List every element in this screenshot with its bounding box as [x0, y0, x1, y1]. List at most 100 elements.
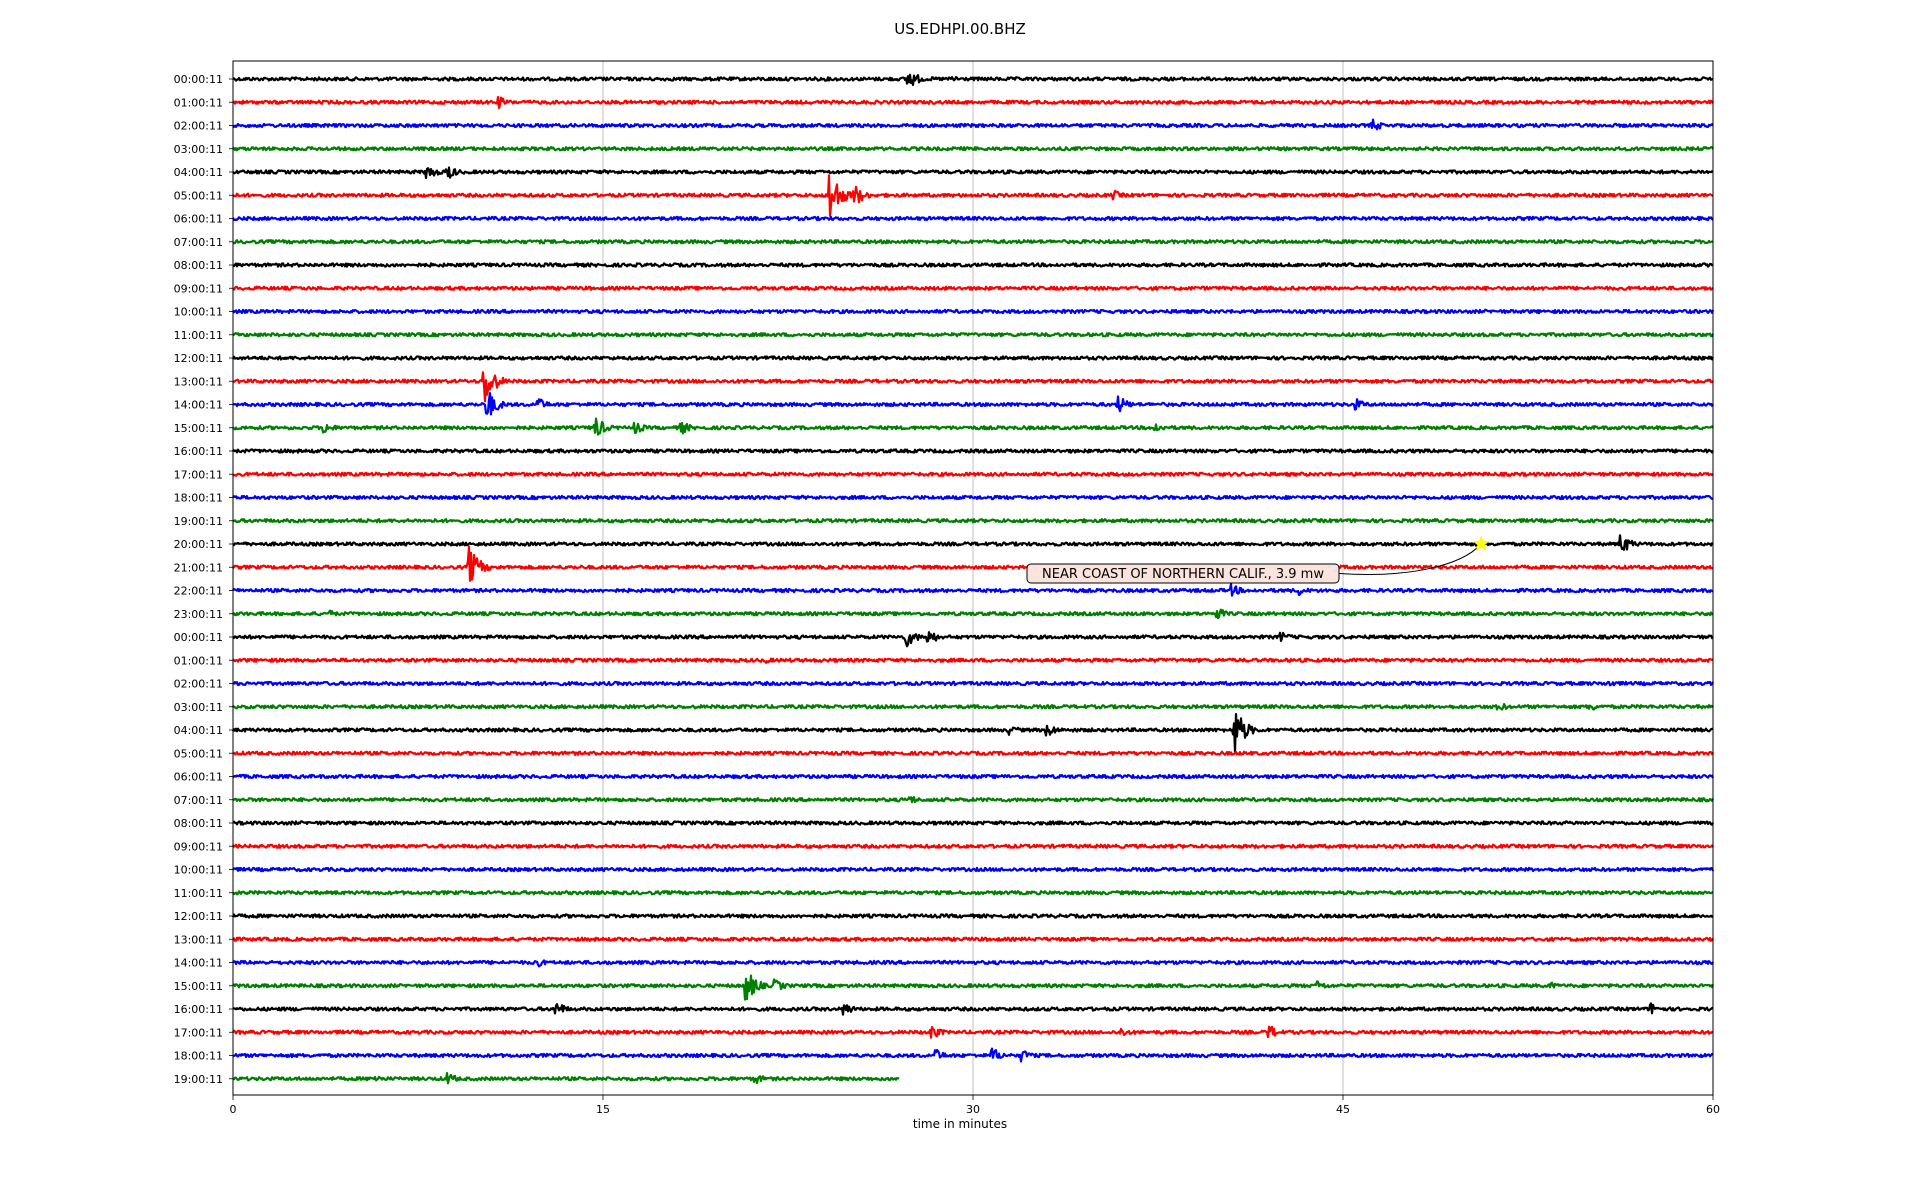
row-time-label: 04:00:11	[174, 166, 223, 179]
trace-row	[232, 239, 1714, 245]
row-time-label: 14:00:11	[174, 399, 223, 412]
trace-row	[232, 371, 1714, 403]
trace-row	[231, 355, 1715, 361]
row-label-layer: 00:00:11 01:00:11 02:00:11 03:00:11 04:00:11…	[174, 73, 223, 1086]
trace-row	[232, 1072, 900, 1085]
annotation-text: NEAR COAST OF NORTHERN CALIF., 3.9 mw	[1042, 567, 1324, 582]
row-time-label: 00:00:11	[174, 73, 223, 86]
trace-row	[232, 73, 1714, 87]
trace-row	[232, 936, 1714, 942]
x-tick-label: 30	[966, 1103, 980, 1116]
row-time-label: 23:00:11	[174, 608, 223, 621]
x-axis-label: time in minutes	[912, 1117, 1008, 1131]
trace-row	[232, 582, 1714, 597]
row-time-label: 06:00:11	[174, 771, 223, 784]
row-time-label: 11:00:11	[174, 329, 223, 342]
row-time-label: 00:00:11	[174, 631, 223, 644]
trace-row	[232, 392, 1714, 416]
row-time-label: 12:00:11	[174, 910, 223, 923]
trace-row	[232, 703, 1714, 711]
row-time-label: 21:00:11	[174, 561, 223, 574]
row-time-label: 08:00:11	[174, 817, 223, 830]
trace-row	[232, 713, 1714, 753]
trace-row	[232, 820, 1714, 826]
row-time-label: 15:00:11	[174, 980, 223, 993]
trace-row	[232, 1025, 1714, 1039]
trace-row	[232, 118, 1714, 131]
row-time-label: 13:00:11	[174, 933, 223, 946]
row-time-label: 02:00:11	[174, 678, 223, 691]
trace-row	[232, 680, 1714, 687]
trace-row	[232, 796, 1715, 804]
trace-row	[232, 1002, 1714, 1016]
annotation-layer: NEAR COAST OF NORTHERN CALIF., 3.9 mw	[1026, 535, 1490, 584]
trace-row	[232, 448, 1714, 454]
row-time-label: 16:00:11	[174, 445, 223, 458]
row-time-label: 04:00:11	[174, 724, 223, 737]
row-time-label: 07:00:11	[174, 794, 223, 807]
trace-row	[232, 750, 1714, 756]
trace-row	[232, 95, 1714, 109]
row-time-label: 01:00:11	[174, 96, 223, 109]
trace-row	[232, 417, 1714, 436]
trace-row	[232, 332, 1715, 338]
row-time-label: 10:00:11	[174, 306, 223, 319]
row-time-label: 17:00:11	[174, 1026, 223, 1039]
chart-title: US.EDHPI.00.BHZ	[894, 20, 1026, 38]
row-time-label: 06:00:11	[174, 213, 223, 226]
row-time-label: 05:00:11	[174, 189, 223, 202]
row-time-label: 16:00:11	[174, 1003, 223, 1016]
trace-row	[232, 773, 1715, 780]
trace-row	[232, 974, 1715, 1001]
annotation-connector	[1338, 543, 1482, 575]
row-time-label: 17:00:11	[174, 468, 223, 481]
row-time-label: 11:00:11	[174, 887, 223, 900]
row-time-label: 14:00:11	[174, 957, 223, 970]
row-time-label: 10:00:11	[174, 864, 223, 877]
row-time-label: 09:00:11	[174, 840, 223, 853]
row-time-label: 22:00:11	[174, 585, 223, 598]
trace-row	[232, 866, 1715, 873]
row-time-label: 09:00:11	[174, 282, 223, 295]
trace-row	[232, 471, 1714, 477]
row-time-label: 01:00:11	[174, 654, 223, 667]
trace-row	[232, 308, 1715, 315]
trace-row	[232, 890, 1714, 896]
trace-row	[232, 494, 1714, 501]
row-time-label: 03:00:11	[174, 701, 223, 714]
trace-layer	[231, 73, 1715, 1085]
row-time-label: 12:00:11	[174, 352, 223, 365]
trace-row	[232, 631, 1714, 648]
trace-row	[232, 146, 1714, 152]
row-time-label: 08:00:11	[174, 259, 223, 272]
row-time-label: 05:00:11	[174, 747, 223, 760]
row-time-label: 20:00:11	[174, 538, 223, 551]
annotation-box	[1026, 563, 1340, 584]
trace-row	[232, 174, 1714, 217]
trace-row	[232, 843, 1714, 849]
row-time-label: 19:00:11	[174, 515, 223, 528]
trace-row	[232, 166, 1714, 180]
grid-layer	[602, 61, 1344, 1095]
x-tick-label: 60	[1706, 1103, 1720, 1116]
trace-row	[232, 959, 1714, 968]
trace-row	[232, 657, 1714, 664]
x-tick-label: 15	[596, 1103, 610, 1116]
trace-row	[232, 285, 1714, 291]
trace-row	[232, 534, 1714, 551]
row-time-label: 13:00:11	[174, 375, 223, 388]
trace-row	[232, 608, 1714, 620]
x-tick-label: 0	[230, 1103, 237, 1116]
trace-row	[232, 262, 1714, 268]
trace-row	[232, 518, 1714, 524]
row-time-label: 15:00:11	[174, 422, 223, 435]
axis-layer: 0 15 30 45 60	[229, 60, 1720, 1116]
event-star-marker	[1472, 535, 1490, 552]
trace-row	[232, 545, 1714, 582]
row-time-label: 18:00:11	[174, 492, 223, 505]
trace-row	[231, 913, 1714, 919]
row-time-label: 02:00:11	[174, 120, 223, 133]
row-time-label: 03:00:11	[174, 143, 223, 156]
row-time-label: 18:00:11	[174, 1050, 223, 1063]
